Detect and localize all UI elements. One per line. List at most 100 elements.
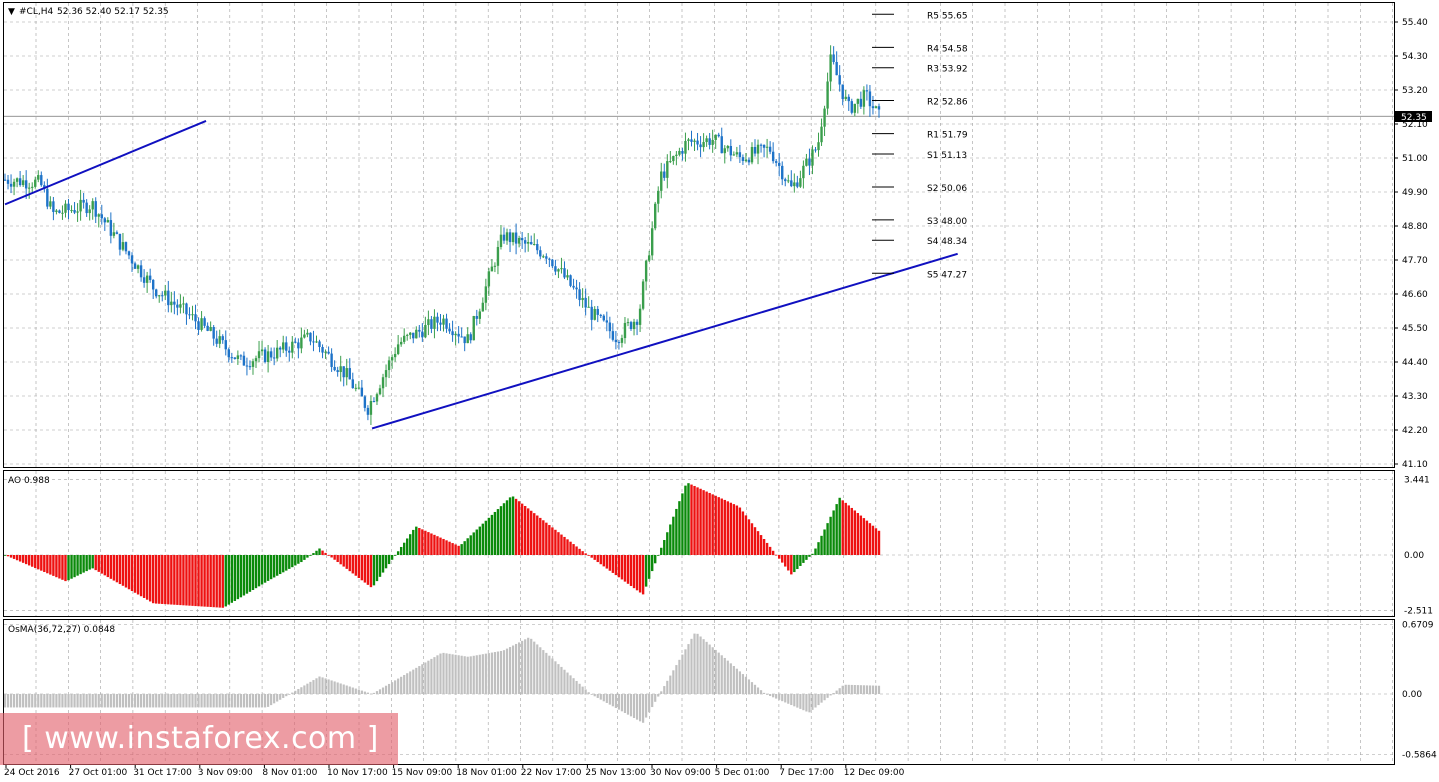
ao-histogram [3, 483, 881, 608]
candle-body [366, 407, 370, 415]
osma-bar [826, 694, 829, 698]
chart-grid [4, 3, 1394, 764]
osma-bar [115, 694, 118, 708]
candle-body [294, 341, 297, 343]
osma-bar [363, 691, 366, 694]
ao-bar [681, 493, 684, 555]
osma-bar [242, 694, 246, 708]
osma-bar [732, 666, 735, 694]
osma-bar [705, 641, 708, 694]
candle-body [536, 244, 539, 251]
trendlines[interactable] [4, 119, 958, 430]
candle-body [6, 179, 10, 184]
ao-bar [321, 550, 324, 555]
candle-body [714, 134, 717, 140]
osma-bar [291, 692, 294, 694]
candle-body [387, 360, 391, 371]
osma-bar [626, 694, 630, 715]
candle-body [654, 203, 657, 229]
candle-body [596, 308, 599, 315]
ao-bar [182, 555, 185, 606]
candle-body [333, 366, 336, 371]
ao-bar [657, 555, 660, 556]
osma-bar [605, 694, 608, 703]
osma-bar [34, 694, 37, 708]
osma-bar [687, 644, 690, 694]
osma-bar [342, 684, 345, 694]
ao-bar [254, 555, 258, 589]
ao-bar [197, 555, 200, 607]
candle-body [838, 75, 841, 85]
candle-body [663, 171, 666, 178]
ao-bar [644, 555, 648, 587]
osma-bar [224, 694, 227, 708]
osma-bar [560, 666, 563, 694]
osma-bar [735, 668, 738, 694]
ao-bar [58, 555, 61, 579]
osma-bar [354, 688, 357, 694]
candle-body [100, 214, 103, 219]
ao-bar [787, 555, 790, 571]
osma-bar [155, 694, 158, 708]
ao-bar [793, 555, 796, 573]
price-tick-label: 47.70 [1402, 256, 1428, 266]
osma-bar [472, 655, 475, 694]
osma-bar [149, 694, 152, 708]
candle-body [690, 139, 693, 142]
ao-bar [750, 523, 754, 555]
candle-body [581, 297, 584, 301]
candle-body [590, 306, 593, 320]
ao-bar [714, 495, 717, 555]
candle-body [768, 146, 772, 152]
price-candles[interactable] [3, 45, 881, 425]
ao-bar [511, 496, 515, 555]
osma-bar [321, 677, 324, 694]
candle-body [21, 180, 25, 186]
ao-bar [288, 555, 291, 569]
ao-bar [412, 529, 415, 555]
candle-body [139, 265, 143, 278]
osma-bar [545, 652, 548, 694]
ao-bar [257, 555, 261, 587]
candle-body [711, 139, 714, 145]
dropdown-triangle-icon[interactable]: ▼ [8, 7, 15, 17]
ao-bar [130, 555, 134, 592]
ao-bar [381, 555, 385, 573]
ao-bar [348, 555, 351, 572]
osma-bar [375, 691, 379, 694]
ao-bar [660, 547, 663, 555]
candle-body [508, 232, 512, 243]
ao-bar [161, 555, 164, 604]
osma-bar [454, 654, 457, 694]
osma-bar [675, 665, 678, 694]
ao-bar [526, 508, 530, 555]
candle-body [548, 258, 551, 260]
ao-bar [647, 555, 651, 579]
ao-bar [799, 555, 802, 566]
ao-bar [115, 555, 119, 583]
candle-body [164, 290, 167, 296]
candle-body [835, 62, 838, 76]
osma-bar [838, 688, 841, 694]
ao-bar [409, 534, 412, 555]
candle-body [784, 179, 787, 182]
price-tick-label: 46.60 [1402, 290, 1428, 300]
candle-body [321, 346, 324, 353]
ao-bar [726, 501, 729, 555]
time-tick-label: 5 Dec 01:00 [715, 768, 770, 778]
candle-body [678, 150, 681, 155]
osma-bar [566, 672, 569, 694]
osma-bar [285, 694, 288, 697]
ao-bar [148, 555, 152, 602]
osma-bar [12, 694, 16, 708]
ao-bar [508, 497, 512, 555]
ao-bar [3, 555, 7, 556]
candle-body [660, 171, 663, 191]
ao-bar [79, 555, 82, 575]
candle-body [542, 256, 545, 258]
ao-bar [173, 555, 176, 605]
candle-body [729, 145, 733, 156]
osma-bar [756, 687, 760, 694]
ao-bar [9, 555, 13, 558]
